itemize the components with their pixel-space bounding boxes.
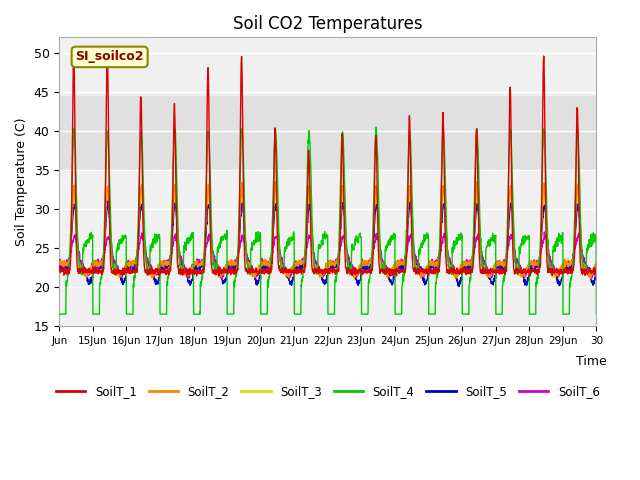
SoilT_2 bbox=[360, 259, 368, 265]
SoilT_6 bbox=[109, 254, 116, 260]
SoilT_3 bbox=[306, 187, 314, 192]
SoilT_1 bbox=[586, 268, 593, 274]
Line: SoilT_3: SoilT_3 bbox=[60, 190, 596, 279]
SoilT_4 bbox=[585, 242, 593, 248]
SoilT_3 bbox=[520, 271, 528, 276]
SoilT_5 bbox=[109, 258, 117, 264]
SoilT_1 bbox=[520, 266, 528, 272]
SoilT_3 bbox=[56, 259, 63, 264]
X-axis label: Time: Time bbox=[577, 355, 607, 368]
SoilT_2 bbox=[490, 265, 497, 271]
SoilT_2 bbox=[225, 260, 233, 266]
Text: SI_soilco2: SI_soilco2 bbox=[76, 50, 144, 63]
SoilT_3 bbox=[225, 261, 233, 267]
SoilT_6 bbox=[490, 268, 497, 274]
SoilT_5 bbox=[225, 265, 233, 271]
SoilT_5 bbox=[586, 269, 593, 275]
Line: SoilT_2: SoilT_2 bbox=[60, 181, 596, 278]
SoilT_1 bbox=[360, 269, 368, 275]
SoilT_4 bbox=[56, 311, 63, 317]
SoilT_1 bbox=[490, 269, 497, 275]
SoilT_4 bbox=[593, 311, 600, 317]
SoilT_4 bbox=[372, 124, 380, 130]
SoilT_5 bbox=[520, 279, 528, 285]
SoilT_3 bbox=[360, 260, 368, 265]
SoilT_5 bbox=[593, 264, 600, 269]
SoilT_5 bbox=[104, 198, 112, 204]
Legend: SoilT_1, SoilT_2, SoilT_3, SoilT_4, SoilT_5, SoilT_6: SoilT_1, SoilT_2, SoilT_3, SoilT_4, Soil… bbox=[51, 381, 604, 403]
Line: SoilT_6: SoilT_6 bbox=[60, 232, 596, 279]
SoilT_1 bbox=[56, 265, 63, 271]
SoilT_4 bbox=[225, 311, 233, 317]
SoilT_2 bbox=[593, 258, 600, 264]
Bar bbox=[60, 96, 596, 170]
Line: SoilT_5: SoilT_5 bbox=[60, 201, 596, 287]
SoilT_1 bbox=[109, 269, 117, 275]
Line: SoilT_4: SoilT_4 bbox=[60, 127, 596, 314]
SoilT_6 bbox=[56, 261, 63, 267]
SoilT_3 bbox=[109, 256, 116, 262]
Title: Soil CO2 Temperatures: Soil CO2 Temperatures bbox=[233, 15, 422, 33]
SoilT_2 bbox=[271, 179, 279, 184]
SoilT_1 bbox=[593, 268, 600, 274]
SoilT_4 bbox=[360, 311, 368, 317]
SoilT_3 bbox=[452, 276, 460, 282]
SoilT_4 bbox=[109, 262, 116, 268]
SoilT_6 bbox=[218, 276, 226, 282]
SoilT_1 bbox=[225, 267, 233, 273]
SoilT_2 bbox=[56, 260, 63, 265]
SoilT_5 bbox=[490, 279, 498, 285]
SoilT_5 bbox=[360, 264, 368, 270]
SoilT_5 bbox=[56, 266, 63, 272]
SoilT_2 bbox=[585, 274, 593, 279]
SoilT_1 bbox=[526, 273, 534, 279]
SoilT_6 bbox=[541, 229, 548, 235]
SoilT_5 bbox=[455, 284, 463, 289]
SoilT_3 bbox=[593, 259, 600, 265]
SoilT_2 bbox=[520, 270, 528, 276]
SoilT_3 bbox=[490, 266, 498, 272]
SoilT_6 bbox=[225, 259, 233, 265]
SoilT_6 bbox=[593, 260, 600, 266]
SoilT_2 bbox=[587, 276, 595, 281]
SoilT_4 bbox=[490, 238, 497, 244]
SoilT_1 bbox=[104, 50, 111, 56]
SoilT_6 bbox=[520, 273, 528, 279]
SoilT_2 bbox=[109, 262, 116, 268]
SoilT_3 bbox=[586, 274, 593, 280]
Line: SoilT_1: SoilT_1 bbox=[60, 53, 596, 276]
Y-axis label: Soil Temperature (C): Soil Temperature (C) bbox=[15, 117, 28, 246]
SoilT_6 bbox=[360, 262, 368, 267]
SoilT_6 bbox=[586, 269, 593, 275]
SoilT_4 bbox=[520, 234, 528, 240]
